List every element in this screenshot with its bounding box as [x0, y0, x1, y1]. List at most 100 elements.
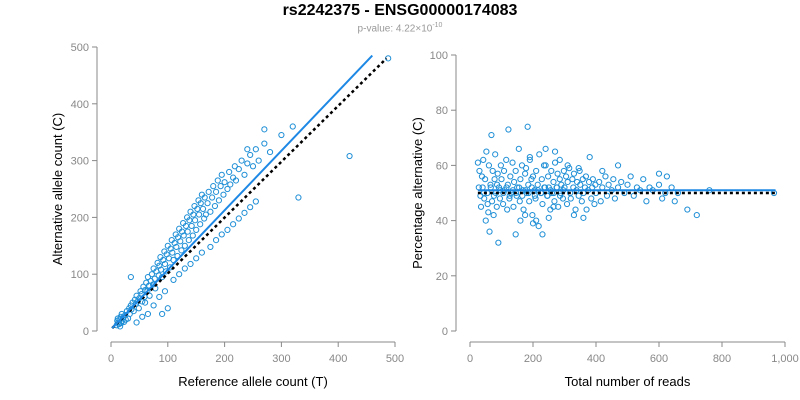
right-data-point — [580, 214, 587, 221]
right-data-point — [488, 131, 495, 139]
right-data-point — [582, 173, 590, 180]
left-data-point — [188, 222, 195, 230]
right-data-point — [517, 217, 524, 224]
right-data-point — [526, 198, 533, 205]
left-y-tick-label: 500 — [71, 42, 89, 54]
left-data-point — [189, 232, 196, 239]
left-data-point — [139, 313, 146, 320]
left-data-point — [169, 249, 176, 256]
right-data-point — [510, 178, 518, 186]
left-data-point — [201, 215, 208, 222]
right-data-point — [591, 200, 598, 208]
right-data-point — [506, 195, 513, 202]
right-data-point — [550, 203, 557, 210]
left-data-point — [181, 242, 188, 249]
right-data-point — [551, 198, 558, 205]
left-data-point — [218, 171, 225, 178]
left-y-tick-label: 300 — [71, 156, 89, 168]
right-data-point — [534, 181, 541, 188]
left-data-point — [197, 200, 204, 207]
right-data-point — [627, 173, 634, 180]
left-data-point — [207, 243, 214, 251]
right-data-point — [575, 165, 582, 172]
right-data-point — [520, 206, 527, 213]
right-data-point — [663, 173, 670, 180]
left-data-point — [210, 183, 217, 190]
right-x-tick-label: 0 — [467, 353, 473, 365]
left-data-point — [187, 260, 194, 268]
left-y-tick-label: 100 — [71, 269, 89, 281]
right-data-point — [517, 176, 524, 183]
left-data-point — [230, 221, 237, 228]
left-data-point — [193, 255, 200, 262]
right-data-point — [588, 195, 595, 202]
left-data-point — [232, 177, 240, 184]
p-value-label: p-value: 4.22×10 — [357, 23, 433, 35]
right-data-point — [512, 167, 519, 175]
left-data-point — [226, 168, 233, 176]
right-data-point — [476, 167, 483, 175]
right-data-point — [564, 162, 571, 169]
right-data-point — [596, 178, 603, 186]
right-data-point — [684, 206, 691, 213]
right-data-point — [542, 145, 549, 152]
left-y-tick-label: 200 — [71, 212, 89, 224]
right-data-point — [610, 176, 617, 183]
left-data-point — [238, 157, 245, 164]
left-x-tick-label: 0 — [108, 353, 114, 365]
right-data-point — [599, 167, 606, 175]
left-data-point — [160, 256, 167, 264]
right-data-point — [529, 220, 537, 227]
right-data-point — [478, 173, 486, 180]
right-data-point — [589, 176, 596, 183]
left-data-point — [185, 237, 192, 244]
right-data-point — [643, 198, 650, 205]
chart-title: rs2242375 - ENSG00000174083 — [282, 2, 518, 19]
right-data-point — [518, 162, 526, 169]
right-data-point — [655, 170, 663, 177]
left-data-point — [231, 163, 238, 170]
left-data-point — [144, 273, 152, 281]
left-data-point — [181, 265, 188, 272]
left-data-point — [218, 231, 225, 238]
right-data-point — [575, 192, 582, 199]
left-x-tick-label: 200 — [215, 353, 233, 365]
left-data-point — [289, 123, 296, 130]
right-y-tick-label: 0 — [442, 326, 448, 338]
left-data-point — [207, 208, 214, 215]
right-data-point — [542, 162, 549, 169]
scatter-panel-reference-vs-alternative: 0 100 200 300 400 500 0 100 200 300 400 500 Referenc… — [50, 42, 404, 389]
right-data-point — [570, 211, 578, 219]
right-data-point — [488, 198, 496, 205]
left-data-point — [214, 177, 221, 184]
right-data-point — [497, 162, 504, 169]
left-x-tick-label: 300 — [272, 353, 290, 365]
right-data-point — [500, 167, 508, 175]
left-y-axis-title: Alternative allele count (C) — [50, 113, 65, 265]
right-data-point — [545, 214, 552, 221]
right-data-point — [535, 223, 542, 230]
left-data-point — [261, 126, 268, 133]
right-data-point — [578, 198, 585, 205]
right-y-tick-label: 100 — [430, 50, 448, 62]
right-data-point — [544, 192, 551, 199]
left-data-point — [191, 217, 199, 224]
left-data-point — [167, 245, 174, 252]
left-x-tick-label: 400 — [329, 353, 347, 365]
right-data-point — [545, 173, 552, 180]
right-data-point — [505, 126, 512, 133]
right-data-point — [498, 176, 505, 183]
left-data-point — [266, 148, 274, 156]
right-data-point — [515, 145, 522, 152]
right-data-point — [659, 195, 666, 202]
right-y-tick-label: 80 — [436, 105, 448, 117]
left-data-point — [244, 146, 251, 153]
right-data-point — [504, 206, 511, 213]
right-data-point — [538, 176, 545, 183]
left-data-point — [180, 232, 187, 239]
right-data-point — [529, 211, 536, 219]
left-data-point — [151, 275, 158, 282]
right-data-point — [550, 178, 557, 186]
right-data-point — [490, 211, 497, 219]
